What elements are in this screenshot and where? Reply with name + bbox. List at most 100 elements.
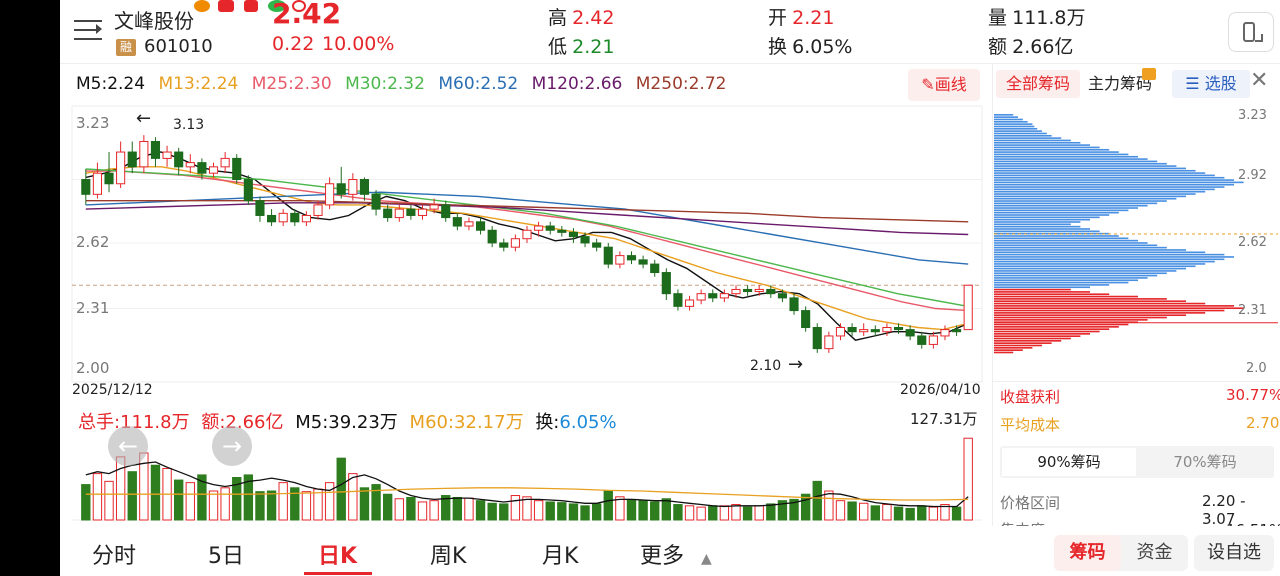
draw-line-button[interactable]: ✎画线	[908, 69, 980, 101]
chip-bar-blue	[994, 272, 1167, 275]
chip-bar-blue	[994, 125, 1035, 128]
volume-bar	[766, 503, 776, 521]
menu-icon[interactable]	[74, 18, 104, 42]
chip-bar-blue	[994, 151, 1119, 153]
volume-bar	[115, 456, 126, 521]
volume-bar	[266, 490, 277, 521]
bottom-tab-bar: 分时 5日 日K 周K 月K 更多 ▲ 筹码 资金 设自选	[60, 526, 1280, 576]
candle-body	[928, 335, 938, 345]
candle-body	[127, 151, 137, 168]
tab-daily-k[interactable]: 日K	[318, 544, 358, 569]
tab-weekly-k[interactable]: 周K	[430, 544, 467, 569]
chip-bar-blue	[994, 207, 1138, 209]
fund-switch-button[interactable]: 资金	[1136, 542, 1173, 563]
close-icon[interactable]: ✕	[1250, 68, 1269, 93]
volume-bar	[673, 504, 683, 521]
chip-bar-blue	[994, 277, 1148, 279]
candle-body	[139, 140, 149, 168]
add-watchlist-button[interactable]: 设自选	[1194, 535, 1274, 571]
candle-body	[731, 288, 741, 295]
chip-bar-blue	[994, 169, 1196, 172]
profit-value: 30.77%	[1226, 386, 1280, 404]
chip-bar-blue	[994, 221, 1081, 223]
chip-bar-blue	[994, 249, 1186, 251]
chip-bar-blue	[994, 270, 1177, 272]
candle-body	[522, 229, 532, 240]
chip-axis-4: 2.31	[1238, 303, 1267, 318]
volume-bar	[464, 497, 474, 521]
chip-bar-blue	[994, 211, 1119, 214]
phone-rotate-icon	[1243, 22, 1255, 42]
landscape-toggle-button[interactable]	[1228, 12, 1274, 52]
chip-bar-red	[994, 300, 1186, 303]
target-icon	[292, 0, 306, 12]
candle-body	[475, 221, 486, 231]
candle-body	[801, 310, 811, 328]
chip-bar-blue	[994, 114, 1014, 116]
chip-bar-blue	[994, 223, 1071, 226]
chip-bar-blue	[994, 281, 1129, 284]
chip-bar-blue	[994, 235, 1119, 237]
volume-bar	[452, 496, 463, 521]
quote-high: 高 2.42	[548, 7, 615, 29]
chip-segment: 90%筹码 70%筹码	[1000, 446, 1274, 478]
candle-body	[824, 335, 834, 350]
candle-body	[383, 208, 393, 219]
chip-tab-all[interactable]: 全部筹码	[996, 70, 1080, 98]
chip-bar-red	[994, 309, 1225, 312]
chip-bar-blue	[994, 155, 1138, 158]
chip-bar-red	[994, 319, 1148, 321]
chip-axis-3: 2.62	[1238, 235, 1267, 250]
candle-body	[812, 326, 822, 350]
chip-tab-main[interactable]: 主力筹码	[1088, 68, 1157, 98]
volume-bar	[777, 500, 788, 521]
chip-bar-blue	[994, 160, 1158, 163]
candle-body	[487, 229, 497, 244]
chip-bar-blue	[994, 190, 1206, 193]
ma-line-m25	[85, 170, 969, 312]
volume-bar	[406, 496, 416, 521]
chip-tab-pick[interactable]: ☰ 选股	[1172, 70, 1250, 98]
chip-bar-blue	[994, 230, 1100, 233]
tab-monthly-k[interactable]: 月K	[542, 544, 579, 569]
tab-intraday[interactable]: 分时	[92, 544, 137, 569]
prev-page-button[interactable]: ←	[108, 426, 148, 466]
candle-body	[267, 214, 277, 223]
volume-bar	[324, 482, 335, 521]
date-end: 2026/04/10	[900, 382, 981, 398]
seg-70-button[interactable]: 70%筹码	[1173, 453, 1237, 471]
chip-bar-blue	[994, 197, 1177, 200]
chip-bar-blue	[994, 139, 1071, 142]
ma-line-m250	[85, 199, 969, 223]
weibo-icon	[194, 0, 210, 12]
chip-bar-blue	[994, 181, 1244, 184]
chip-bar-red	[994, 323, 1129, 326]
ma-legend: M5:2.24 M13:2.24 M25:2.30 M30:2.32 M60:2…	[76, 74, 726, 94]
candle-body	[545, 225, 555, 231]
candle-body	[429, 204, 439, 210]
chip-axis-2: 2.92	[1238, 168, 1267, 183]
volume-bar	[870, 505, 880, 521]
next-page-button[interactable]: →	[212, 426, 252, 466]
chip-switch-button[interactable]: 筹码	[1054, 535, 1121, 571]
stock-name: 文峰股份	[114, 9, 194, 33]
candle-body	[661, 272, 671, 295]
tab-5day[interactable]: 5日	[208, 544, 244, 569]
ma5-label: M5:2.24	[76, 74, 146, 94]
volume-bar	[197, 474, 207, 521]
candle-body	[917, 335, 927, 345]
concentration-label: 集中度	[1000, 519, 1045, 529]
seg-90-button[interactable]: 90%筹码	[1002, 448, 1136, 476]
volume-bar	[882, 504, 892, 521]
volume-bar	[150, 464, 161, 521]
chip-bar-red	[994, 330, 1100, 333]
volume-bar	[824, 490, 834, 521]
chip-bar-blue	[994, 130, 1042, 132]
chip-bar-blue	[994, 267, 1186, 270]
candle-body	[313, 204, 323, 216]
chip-bar-blue	[994, 188, 1215, 191]
tab-more[interactable]: 更多 ▲	[640, 544, 712, 569]
chip-bar-blue	[994, 260, 1215, 263]
header-divider	[60, 63, 1280, 64]
kline-chart[interactable]	[60, 104, 990, 526]
